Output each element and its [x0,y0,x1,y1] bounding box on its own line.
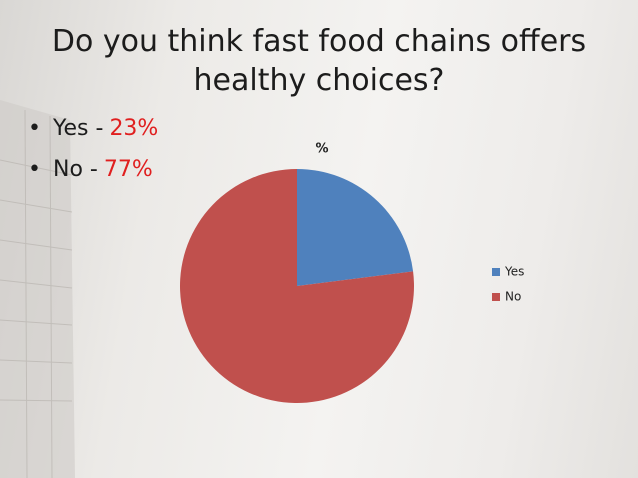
legend-swatch [492,293,500,301]
legend-label: No [505,290,521,304]
pie-slice [180,169,414,403]
pie-slice [297,169,414,286]
bullet-text: Yes - [52,116,104,141]
bullet: Yes -23% [28,116,158,157]
slide-title: Do you think fast food chains offers hea… [51,24,587,98]
bullet-text: No - [52,157,98,182]
chart-title: % [315,142,328,157]
bullet-highlight: 23% [109,116,159,141]
bullet: No -77% [28,157,158,198]
bullet-highlight: 77% [103,157,153,182]
legend-swatch [492,268,500,276]
bullet-list: Yes -23% No -77% [28,116,158,198]
legend-label: Yes [504,265,524,279]
